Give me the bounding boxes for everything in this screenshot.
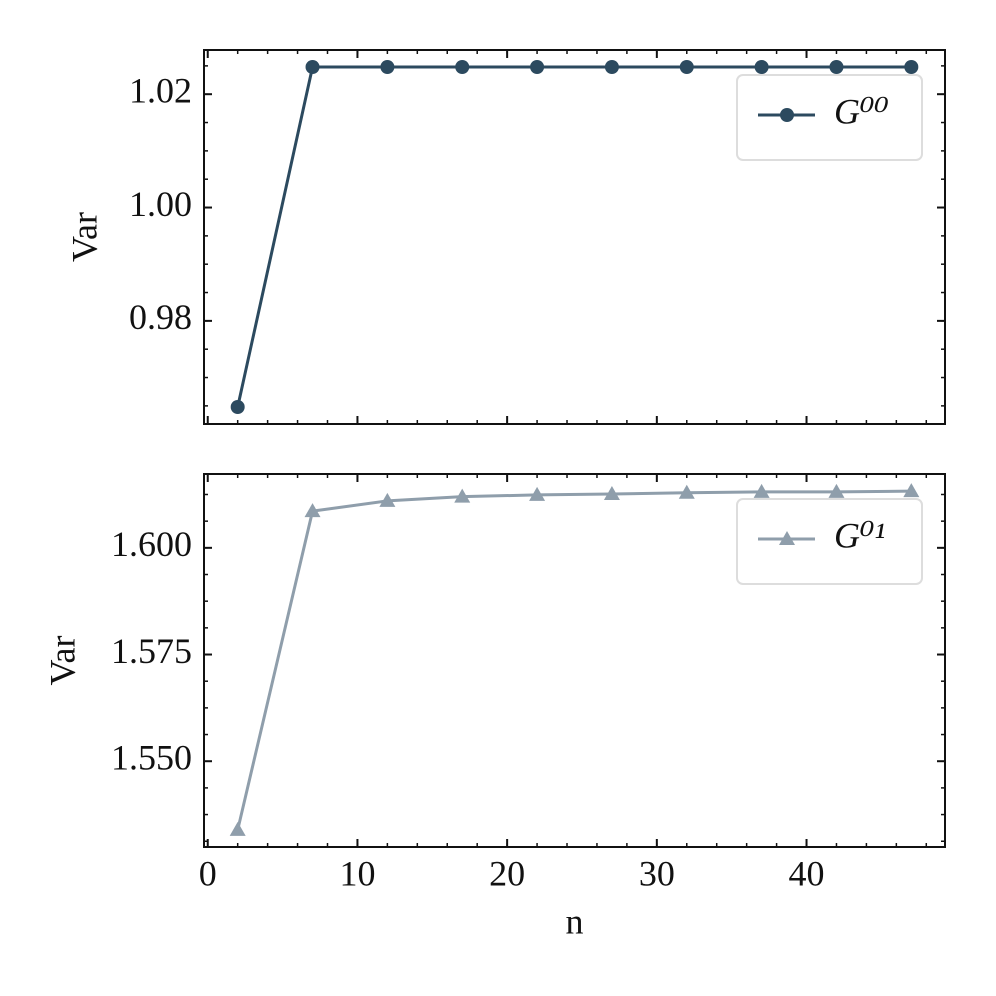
legend-marker: [780, 108, 794, 122]
legend-marker: [779, 531, 795, 545]
x-tick-label: 40: [789, 853, 825, 893]
y-axis-label: Var: [42, 636, 82, 686]
legend-label: G⁰¹: [834, 515, 885, 555]
series-line: [236, 489, 912, 831]
marker: [754, 60, 769, 74]
marker: [229, 821, 246, 836]
y-tick-label: 1.575: [111, 631, 192, 671]
y-axis-label: Var: [64, 212, 104, 262]
y-tick-label: 1.550: [111, 737, 192, 777]
axes-frame: [203, 473, 946, 848]
marker: [679, 60, 694, 74]
marker: [379, 492, 396, 507]
marker: [829, 60, 844, 74]
x-tick-label: 20: [489, 853, 525, 893]
marker: [828, 483, 845, 498]
marker: [604, 60, 619, 74]
marker: [304, 503, 321, 518]
marker: [678, 484, 695, 499]
marker: [455, 60, 470, 74]
marker: [305, 60, 320, 74]
marker: [230, 400, 245, 414]
panel: 0.98 1.00 1.02 Var G⁰⁰: [64, 49, 946, 425]
y-tick-label: 0.98: [129, 297, 192, 337]
x-axis-label: n: [566, 901, 584, 941]
marker: [903, 483, 920, 498]
marker: [753, 483, 770, 498]
x-tick-label: 30: [639, 853, 675, 893]
marker: [603, 486, 620, 501]
x-tick-label: 10: [339, 853, 375, 893]
marker: [454, 488, 471, 503]
legend-box: [736, 74, 923, 161]
y-tick-label: 1.02: [129, 70, 192, 110]
axes-frame: [203, 49, 946, 425]
series-line: [236, 65, 912, 408]
legend-label: G⁰⁰: [834, 91, 889, 131]
panel: 0 10 20 30 40 1.550 1.575 1.600 Var n G⁰¹: [42, 473, 946, 941]
marker: [904, 60, 919, 74]
y-tick-label: 1.600: [111, 524, 192, 564]
marker: [380, 60, 395, 74]
marker: [530, 60, 545, 74]
marker: [529, 486, 546, 501]
y-tick-label: 1.00: [129, 184, 192, 224]
legend-box: [736, 498, 923, 585]
x-tick-label: 0: [199, 853, 217, 893]
